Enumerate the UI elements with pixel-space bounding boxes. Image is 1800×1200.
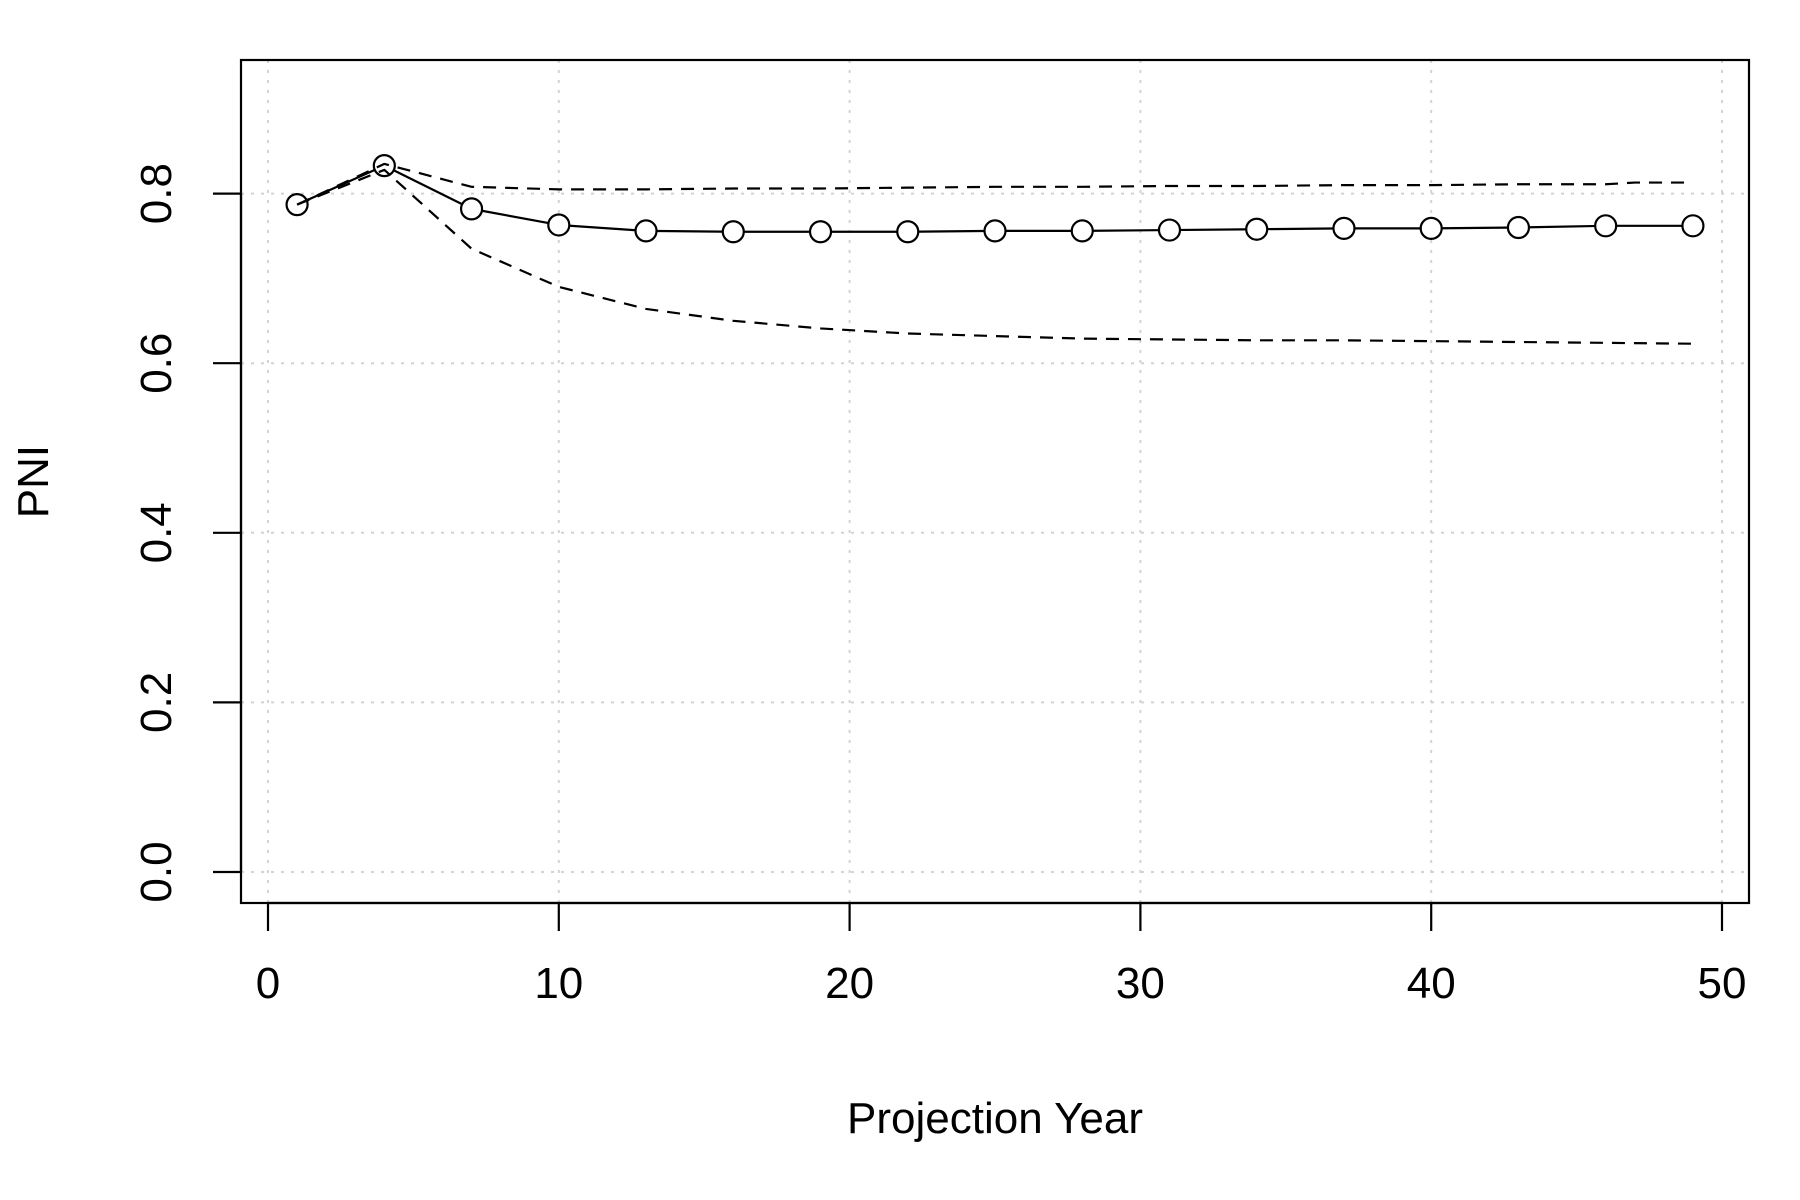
data-point bbox=[1681, 214, 1705, 238]
data-point bbox=[983, 219, 1007, 243]
data-point bbox=[285, 193, 309, 217]
series-layer bbox=[285, 154, 1705, 345]
interval-line-1 bbox=[296, 162, 1693, 206]
data-point bbox=[721, 220, 745, 244]
data-point bbox=[808, 220, 833, 244]
data-point bbox=[1419, 216, 1443, 240]
data-point bbox=[459, 197, 484, 221]
grid bbox=[241, 60, 1749, 903]
data-point bbox=[1594, 214, 1618, 238]
x-tick-label: 10 bbox=[534, 959, 583, 1008]
y-tick-label: 0.6 bbox=[132, 333, 181, 394]
x-tick-label: 0 bbox=[256, 959, 280, 1008]
y-tick-label: 0.8 bbox=[132, 163, 181, 224]
x-tick-label: 30 bbox=[1116, 959, 1165, 1008]
data-point bbox=[896, 220, 920, 244]
x-tick-label: 50 bbox=[1698, 959, 1747, 1008]
data-point bbox=[1245, 217, 1269, 241]
x-axis: 0 10 20 30 40 50 bbox=[256, 901, 1747, 1008]
y-tick-label: 0.2 bbox=[132, 672, 181, 733]
y-tick-label: 0.4 bbox=[132, 502, 181, 563]
data-point bbox=[1332, 216, 1356, 240]
data-point bbox=[1157, 218, 1182, 242]
y-axis: 0.0 0.2 0.4 0.6 0.8 bbox=[132, 163, 243, 903]
data-point bbox=[547, 213, 571, 237]
y-axis-label: PNI bbox=[9, 445, 58, 518]
x-axis-label: Projection Year bbox=[847, 1094, 1143, 1143]
data-point bbox=[1070, 219, 1094, 243]
x-tick-label: 40 bbox=[1407, 959, 1456, 1008]
y-tick-label: 0.0 bbox=[132, 841, 181, 902]
interval-line-2 bbox=[296, 168, 1693, 345]
data-point bbox=[372, 154, 396, 178]
data-point bbox=[634, 219, 658, 243]
x-tick-label: 20 bbox=[825, 959, 874, 1008]
data-point bbox=[1506, 215, 1531, 240]
